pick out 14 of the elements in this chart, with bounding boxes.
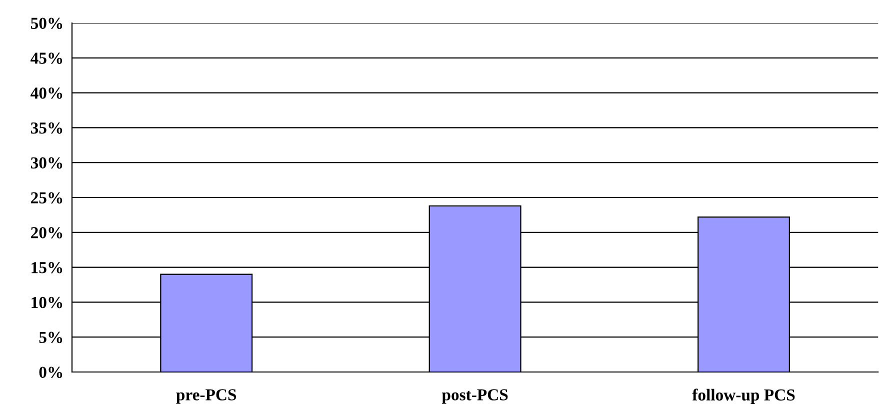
y-tick-label: 5% [39, 332, 62, 344]
y-tick-label: 0% [39, 366, 62, 378]
y-tick-label: 10% [32, 296, 62, 308]
y-tick-label: 25% [31, 192, 62, 204]
y-tick-label: 30% [30, 157, 62, 169]
y-tick-label: 20% [31, 227, 62, 238]
y-tick-label: 35% [30, 122, 62, 134]
y-tick-label: 45% [30, 52, 62, 64]
x-tick-label: pre-PCS [176, 389, 236, 404]
x-tick-label: post-PCS [442, 389, 508, 404]
y-tick-label: 15% [32, 262, 62, 274]
y-tick-label: 50% [31, 18, 62, 29]
x-tick-label: follow-up PCS [692, 388, 795, 404]
y-tick-label: 40% [30, 88, 62, 99]
